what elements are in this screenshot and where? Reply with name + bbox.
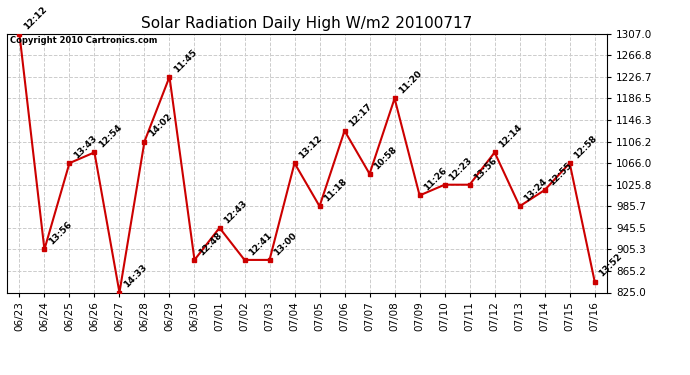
Text: Copyright 2010 Cartronics.com: Copyright 2010 Cartronics.com: [10, 36, 157, 45]
Text: 13:12: 13:12: [297, 134, 324, 160]
Text: 14:33: 14:33: [122, 263, 149, 290]
Text: 11:18: 11:18: [322, 177, 349, 204]
Text: 10:58: 10:58: [373, 145, 399, 171]
Text: 12:48: 12:48: [197, 231, 224, 257]
Text: 14:02: 14:02: [147, 112, 174, 139]
Text: 12:58: 12:58: [573, 134, 599, 160]
Text: 13:52: 13:52: [598, 252, 624, 279]
Text: 13:24: 13:24: [522, 177, 549, 204]
Text: 12:55: 12:55: [547, 161, 574, 187]
Text: 13:43: 13:43: [72, 134, 99, 160]
Text: 11:26: 11:26: [422, 166, 449, 193]
Text: 12:12: 12:12: [22, 4, 49, 31]
Text: 12:54: 12:54: [97, 123, 124, 150]
Text: 13:56: 13:56: [473, 155, 499, 182]
Text: 12:41: 12:41: [247, 231, 274, 257]
Text: 11:20: 11:20: [397, 69, 424, 96]
Text: 13:00: 13:00: [273, 231, 299, 257]
Text: 11:45: 11:45: [172, 47, 199, 74]
Text: 12:43: 12:43: [222, 198, 249, 225]
Text: 12:23: 12:23: [447, 155, 474, 182]
Text: 12:14: 12:14: [497, 123, 524, 150]
Title: Solar Radiation Daily High W/m2 20100717: Solar Radiation Daily High W/m2 20100717: [141, 16, 473, 31]
Text: 13:56: 13:56: [47, 220, 74, 247]
Text: 12:17: 12:17: [347, 101, 374, 128]
